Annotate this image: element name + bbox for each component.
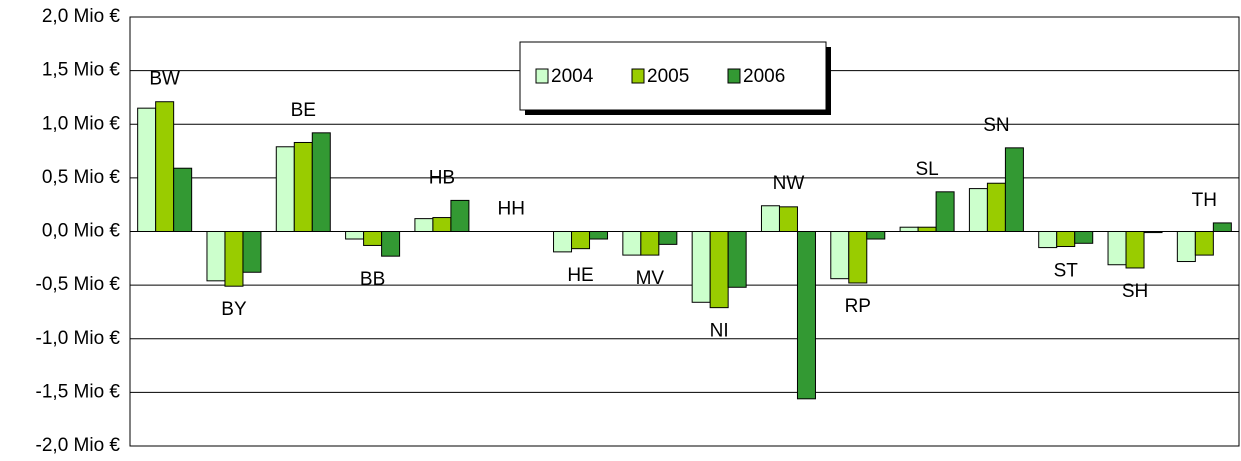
category-label: SH — [1122, 281, 1148, 302]
bar — [311, 132, 331, 232]
legend-swatch — [535, 68, 549, 84]
y-tick-label: 1,5 Mio € — [42, 60, 121, 81]
bar — [155, 101, 175, 233]
category-label: HH — [497, 199, 524, 220]
bar — [1143, 231, 1163, 234]
bar — [206, 231, 226, 282]
bar — [1004, 147, 1024, 232]
y-tick-label: 2,0 Mio € — [42, 6, 121, 27]
bar — [935, 191, 955, 233]
bar — [709, 231, 729, 309]
legend — [519, 41, 827, 111]
bar — [450, 199, 470, 233]
bar — [414, 218, 434, 233]
category-label: MV — [636, 268, 665, 289]
bar — [1074, 231, 1094, 244]
bar — [224, 231, 244, 287]
bar — [796, 231, 816, 400]
category-label: NI — [710, 321, 729, 342]
bar — [137, 107, 157, 232]
legend-label: 2006 — [743, 66, 785, 87]
bar — [866, 231, 886, 240]
bar — [293, 141, 313, 232]
bar — [553, 231, 573, 253]
category-label: ST — [1054, 261, 1079, 282]
legend-label: 2005 — [647, 66, 689, 87]
y-tick-label: -0,5 Mio € — [36, 274, 121, 295]
bar — [691, 231, 711, 303]
bar — [760, 205, 780, 232]
plot-border — [129, 16, 1240, 447]
legend-label: 2004 — [551, 66, 594, 87]
bar — [173, 167, 193, 233]
bar — [345, 231, 365, 240]
y-tick-label: 1,0 Mio € — [42, 113, 121, 134]
category-label: NW — [773, 173, 805, 194]
bar — [1107, 231, 1127, 266]
bar — [1125, 231, 1145, 269]
bar — [830, 231, 850, 280]
bar — [986, 182, 1006, 233]
category-label: SL — [915, 159, 938, 180]
bar — [1212, 222, 1232, 232]
category-label: BY — [221, 299, 247, 320]
bar — [899, 226, 919, 233]
category-label: BW — [149, 69, 180, 90]
bar — [589, 231, 609, 240]
y-tick-label: -1,5 Mio € — [36, 381, 121, 402]
y-tick-label: -2,0 Mio € — [36, 435, 121, 456]
bar — [727, 231, 747, 288]
legend-swatch — [631, 68, 645, 84]
y-tick-label: 0,5 Mio € — [42, 167, 121, 188]
bar — [917, 226, 937, 233]
bar — [1056, 231, 1076, 248]
bar — [242, 231, 262, 273]
legend-swatch — [727, 68, 741, 84]
category-label: BE — [291, 100, 316, 121]
bar — [848, 231, 868, 284]
bar — [1038, 231, 1058, 249]
category-label: HE — [567, 265, 593, 286]
bar — [640, 231, 660, 256]
bar — [381, 231, 401, 257]
bar — [275, 146, 295, 233]
y-tick-label: 0,0 Mio € — [42, 221, 121, 242]
bar — [1194, 231, 1214, 256]
bar — [778, 206, 798, 233]
bar — [363, 231, 383, 246]
category-label: TH — [1192, 190, 1217, 211]
category-label: RP — [845, 296, 871, 317]
category-label: BB — [360, 269, 385, 290]
y-tick-label: -1,0 Mio € — [36, 328, 121, 349]
bar — [622, 231, 642, 256]
bar — [658, 231, 678, 245]
bar — [432, 217, 452, 232]
bar — [1176, 231, 1196, 263]
category-label: HB — [429, 167, 455, 188]
bar — [968, 188, 988, 233]
bar — [571, 231, 591, 250]
category-label: SN — [983, 115, 1009, 136]
